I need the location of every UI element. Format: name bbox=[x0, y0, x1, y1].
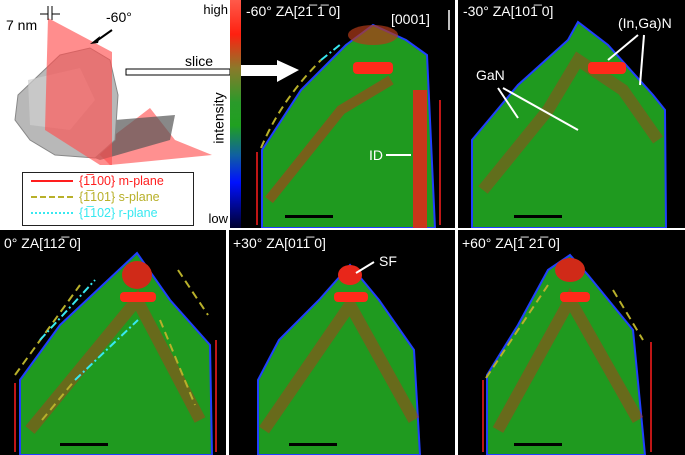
panel-0: 0° ZA[112̅ 0] bbox=[0, 230, 226, 455]
legend-item-s-plane: {1̅101} s-plane bbox=[23, 189, 193, 205]
ingan-quantum-well bbox=[588, 62, 626, 74]
tip-region bbox=[555, 258, 585, 282]
annotation-sf: SF bbox=[379, 253, 397, 269]
nanowire-cross-section bbox=[261, 23, 437, 228]
s-plane-line bbox=[612, 289, 644, 341]
legend-label: {1̅101} s-plane bbox=[79, 190, 160, 204]
colorbar bbox=[230, 0, 241, 228]
scale-bar bbox=[60, 443, 108, 446]
ingan-quantum-well bbox=[334, 292, 368, 302]
legend: {1̅100} m-plane {1̅101} s-plane {1̅102} … bbox=[22, 172, 194, 226]
panel-title: -60° ZA[21̅ 1̅ 0] bbox=[246, 3, 340, 19]
annotation-arrow bbox=[607, 34, 639, 61]
annotation-id: ID bbox=[369, 147, 383, 163]
scale-bar bbox=[514, 215, 562, 218]
s-plane-line bbox=[41, 319, 196, 421]
nanowire-cross-section bbox=[19, 251, 214, 455]
annotation-arrow bbox=[355, 261, 375, 274]
ingan-quantum-well bbox=[353, 62, 393, 74]
annotation-arrow bbox=[502, 87, 579, 131]
panel-title: 0° ZA[112̅ 0] bbox=[4, 235, 81, 251]
annotation-arrow bbox=[497, 87, 519, 119]
angle-label: -60° bbox=[106, 9, 132, 25]
slice-arrow-shaft bbox=[241, 65, 277, 76]
colorbar-labels: high low intensity bbox=[203, 0, 230, 228]
ingan-quantum-well bbox=[120, 292, 156, 302]
s-plane-line bbox=[177, 269, 209, 316]
r-plane-line bbox=[320, 43, 342, 61]
annotation-ingan: (In,Ga)N bbox=[618, 15, 672, 31]
panel-title: -30° ZA[101̅ 0] bbox=[463, 3, 553, 19]
slice-label: slice bbox=[185, 53, 213, 69]
colorbar-title: intensity bbox=[210, 92, 227, 144]
legend-label: {1̅100} m-plane bbox=[79, 174, 164, 188]
colorbar-low-label: low bbox=[208, 211, 228, 226]
nanowire-cross-section bbox=[486, 253, 647, 455]
stacking-fault-region bbox=[338, 265, 362, 285]
scale-bar bbox=[285, 215, 333, 218]
panel-plus30: +30° ZA[011̅ 0] SF bbox=[229, 230, 455, 455]
axis-label: [0001] bbox=[391, 11, 430, 27]
ingan-shell bbox=[265, 75, 394, 204]
slice-arrow bbox=[125, 68, 230, 76]
r-plane-line bbox=[74, 319, 139, 381]
legend-item-m-plane: {1̅100} m-plane bbox=[23, 173, 193, 189]
thickness-label: 7 nm bbox=[6, 17, 37, 33]
colorbar-high-label: high bbox=[203, 2, 228, 17]
panel-plus60: +60° ZA[1̅ 21̅ 0] bbox=[458, 230, 685, 455]
slice-plane-vertical bbox=[45, 18, 112, 165]
ingan-quantum-well bbox=[560, 292, 590, 302]
r-plane-line bbox=[39, 279, 96, 341]
legend-label: {1̅102} r-plane bbox=[79, 206, 158, 220]
ingan-shell bbox=[478, 51, 663, 194]
ingan-shell bbox=[259, 293, 420, 434]
annotation-gan: GaN bbox=[476, 67, 505, 83]
inversion-domain bbox=[413, 90, 427, 228]
tip-region bbox=[122, 261, 152, 289]
slice-arrow-head-icon bbox=[277, 60, 299, 82]
legend-item-r-plane: {1̅102} r-plane bbox=[23, 205, 193, 221]
tip-region bbox=[348, 25, 398, 45]
s-plane-line bbox=[14, 284, 81, 376]
scale-bar bbox=[289, 443, 337, 446]
panel-title: +30° ZA[011̅ 0] bbox=[233, 235, 326, 251]
dashed-line-icon bbox=[31, 196, 73, 198]
solid-line-icon bbox=[31, 180, 73, 182]
dashdot-line-icon bbox=[31, 212, 73, 214]
overview-3d-render: 7 nm -60° slice bbox=[6, 6, 230, 165]
scale-bar bbox=[514, 443, 562, 446]
s-plane-line bbox=[260, 59, 322, 149]
arrow-head-icon bbox=[90, 36, 100, 44]
annotation-arrow bbox=[639, 34, 645, 86]
s-plane-line bbox=[485, 284, 549, 379]
panel-title: +60° ZA[1̅ 21̅ 0] bbox=[462, 235, 560, 251]
panel-minus60: -60° ZA[21̅ 1̅ 0] [0001] ID bbox=[241, 0, 455, 228]
panel-minus30: -30° ZA[101̅ 0] (In,Ga)N GaN bbox=[458, 0, 685, 228]
